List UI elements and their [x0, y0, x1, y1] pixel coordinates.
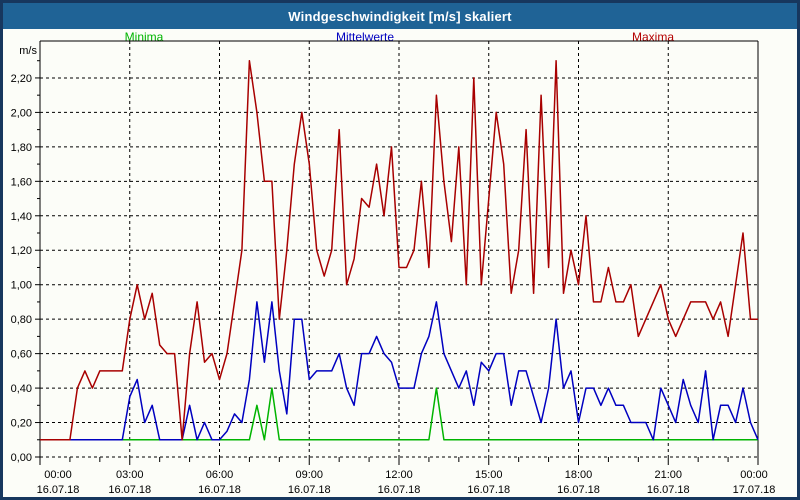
x-tick-time-label: 09:00 — [295, 469, 323, 481]
plot-area[interactable]: 0,00 0,20 0,40 0,60 0,80 1,00 1,20 1,40 1,60 1,80… — [3, 3, 797, 497]
y-axis-unit-label: m/s — [19, 45, 37, 57]
x-tick-date-label: 16.07.18 — [288, 484, 331, 496]
y-tick-label: 1,40 — [11, 211, 32, 223]
x-tick-date-label: 16.07.18 — [557, 484, 600, 496]
y-tick-label: 0,00 — [11, 452, 32, 464]
x-tick-date-label: 16.07.18 — [198, 484, 241, 496]
x-tick-time-label: 21:00 — [654, 469, 682, 481]
x-tick-date-label: 17.07.18 — [733, 484, 776, 496]
y-tick-label: 1,60 — [11, 176, 32, 188]
y-tick-label: 1,20 — [11, 245, 32, 257]
y-tick-label: 2,00 — [11, 107, 32, 119]
y-tick-label: 2,20 — [11, 73, 32, 85]
x-tick-time-label: 03:00 — [116, 469, 144, 481]
y-tick-label: 0,40 — [11, 383, 32, 395]
y-tick-label: 0,80 — [11, 314, 32, 326]
x-tick-time-label: 12:00 — [385, 469, 413, 481]
chart-title: Windgeschwindigkeit [m/s] skaliert — [288, 8, 512, 24]
x-tick-time-label: 06:00 — [206, 469, 234, 481]
x-tick-date-label: 16.07.18 — [647, 484, 690, 496]
series-line-maxima — [40, 59, 758, 441]
x-tick-date-label: 16.07.18 — [108, 484, 151, 496]
series-line-mittelwerte — [40, 301, 759, 441]
x-tick-date-label: 16.07.18 — [37, 484, 80, 496]
x-tick-time-label: 00:00 — [740, 469, 768, 481]
y-tick-label: 1,80 — [11, 142, 32, 154]
x-tick-time-label: 15:00 — [475, 469, 503, 481]
y-tick-label: 0,60 — [11, 349, 32, 361]
x-tick-date-label: 16.07.18 — [378, 484, 421, 496]
x-tick-date-label: 16.07.18 — [467, 484, 510, 496]
chart-title-bar: Windgeschwindigkeit [m/s] skaliert — [3, 3, 797, 29]
x-tick-time-label: 00:00 — [44, 469, 72, 481]
y-tick-label: 0,20 — [11, 418, 32, 430]
y-tick-label: 1,00 — [11, 280, 32, 292]
x-tick-time-label: 18:00 — [565, 469, 593, 481]
